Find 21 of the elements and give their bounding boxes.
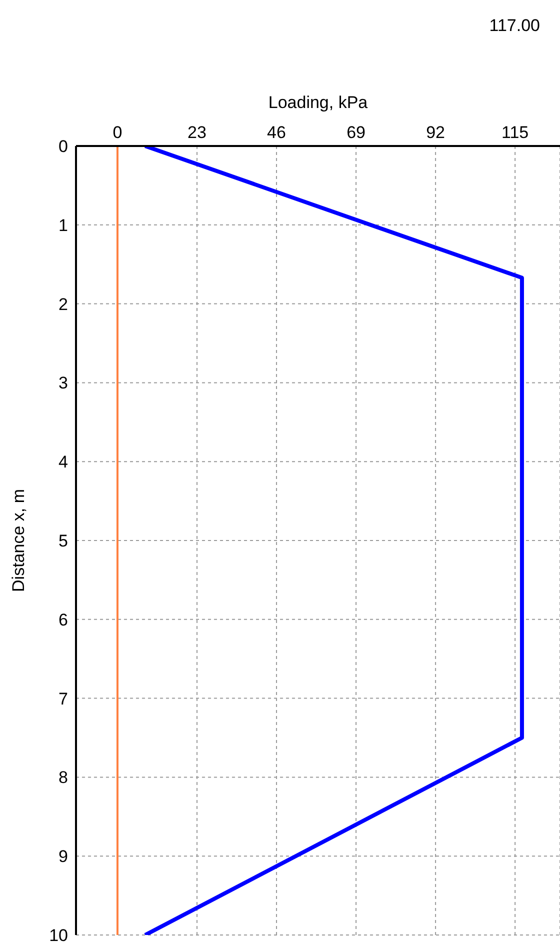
y-tick-label: 4 (58, 452, 68, 472)
y-axis-title: Distance x, m (9, 489, 28, 592)
x-tick-label: 92 (426, 123, 446, 142)
line-series (143, 146, 524, 935)
x-tick-label: 69 (346, 123, 366, 142)
y-tick-label: 9 (58, 847, 68, 866)
y-tick-label: 0 (58, 137, 68, 156)
y-tick-label: 8 (58, 768, 68, 788)
y-tick-label: 1 (58, 216, 68, 235)
x-axis-title: Loading, kPa (268, 93, 368, 112)
x-tick-label: 23 (188, 123, 206, 142)
y-tick-label: 3 (58, 374, 68, 393)
y-tick-label: 6 (58, 610, 68, 630)
x-tick-label: 46 (267, 123, 286, 142)
y-tick-label: 7 (58, 689, 68, 708)
x-tick-label: 0 (112, 123, 122, 142)
y-tick-label: 5 (58, 532, 68, 551)
y-tick-label: 2 (58, 294, 68, 314)
y-tick-label: 10 (49, 926, 68, 945)
text: 117.00 (489, 16, 540, 36)
x-tick-label: 115 (502, 123, 529, 142)
